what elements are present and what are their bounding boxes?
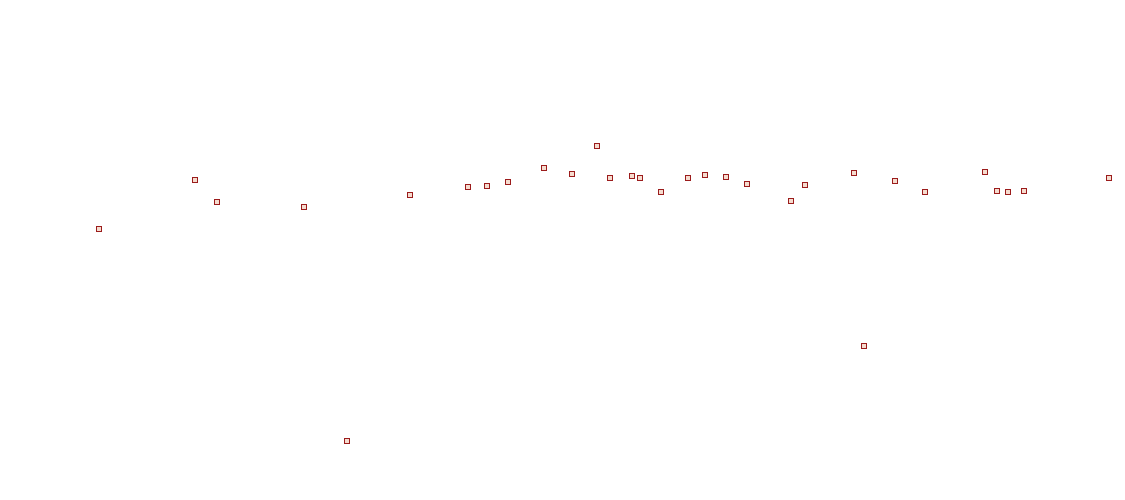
point — [96, 226, 102, 232]
point — [1021, 188, 1027, 194]
point — [744, 181, 750, 187]
point — [541, 165, 547, 171]
point — [861, 343, 867, 349]
point — [629, 173, 635, 179]
point — [607, 175, 613, 181]
point — [994, 188, 1000, 194]
point — [465, 184, 471, 190]
point — [192, 177, 198, 183]
point — [802, 182, 808, 188]
point — [1106, 175, 1112, 181]
point — [569, 171, 575, 177]
point — [484, 183, 490, 189]
point — [892, 178, 898, 184]
point — [658, 189, 664, 195]
point — [685, 175, 691, 181]
point — [344, 438, 350, 444]
point — [637, 175, 643, 181]
point — [851, 170, 857, 176]
point — [788, 198, 794, 204]
point — [301, 204, 307, 210]
point — [594, 143, 600, 149]
point — [214, 199, 220, 205]
point — [407, 192, 413, 198]
point — [1005, 189, 1011, 195]
point — [982, 169, 988, 175]
point — [922, 189, 928, 195]
point — [723, 174, 729, 180]
point — [702, 172, 708, 178]
point — [505, 179, 511, 185]
